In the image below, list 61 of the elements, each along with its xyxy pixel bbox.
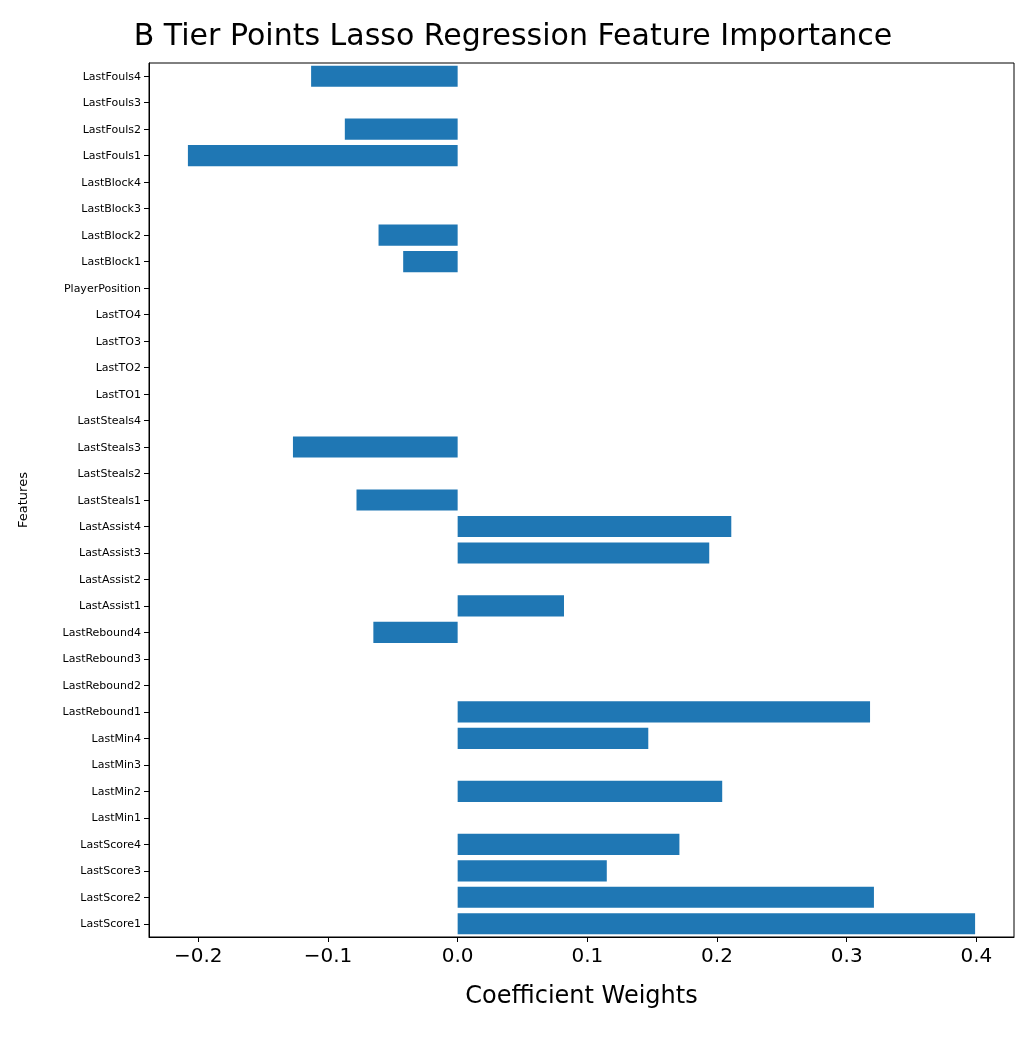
bar (457, 542, 710, 564)
bar (344, 118, 458, 140)
y-tick-label: LastScore3 (80, 864, 141, 878)
bar (457, 780, 723, 802)
y-tick-label: LastTO2 (95, 361, 141, 375)
bar (373, 621, 458, 644)
y-tick-label: LastBlock1 (81, 255, 141, 269)
y-tick-label: LastMin2 (91, 784, 141, 798)
y-tick-label: LastAssist1 (79, 599, 141, 613)
x-tick-label: −0.1 (303, 943, 353, 967)
y-tick-label: LastSteals4 (77, 414, 141, 428)
y-tick-label: LastSteals2 (77, 467, 141, 481)
bar (457, 595, 564, 617)
bar (457, 913, 976, 935)
bar (187, 145, 458, 167)
x-tick-label: 0.2 (701, 943, 733, 967)
y-tick-label: LastScore4 (80, 837, 141, 851)
bar (457, 701, 871, 723)
y-tick-label: LastTO3 (95, 334, 141, 348)
y-tick-label: LastBlock3 (81, 202, 141, 216)
bar (292, 436, 458, 458)
y-tick-label: LastSteals1 (77, 493, 141, 507)
y-axis-title: Features (15, 471, 30, 528)
y-tick-label: LastAssist2 (79, 572, 141, 586)
y-tick-label: LastScore1 (80, 917, 141, 931)
y-tick-label: LastMin4 (91, 731, 141, 745)
x-tick-label: 0.1 (571, 943, 604, 967)
bar (457, 860, 607, 882)
bar (457, 727, 649, 749)
bar (311, 65, 458, 87)
x-tick-label: 0.3 (830, 943, 863, 967)
bar (457, 886, 874, 908)
y-tick-label: LastScore2 (80, 890, 141, 904)
y-tick-label: LastFouls3 (82, 96, 141, 110)
y-tick-label: LastRebound3 (62, 652, 141, 666)
y-tick-label: LastRebound1 (62, 705, 141, 719)
bar (457, 515, 732, 538)
y-tick-label: LastSteals3 (77, 440, 141, 454)
x-tick-label: 0.4 (960, 943, 993, 967)
bar (356, 489, 458, 511)
bar (403, 251, 458, 273)
y-tick-label: LastTO4 (95, 308, 141, 322)
y-tick-label: LastFouls4 (82, 69, 141, 83)
bar (457, 833, 680, 855)
y-tick-label: LastBlock4 (81, 175, 141, 189)
y-tick-label: LastFouls2 (82, 122, 141, 136)
x-tick-label: −0.2 (173, 943, 223, 967)
y-tick-label: LastBlock2 (81, 228, 141, 242)
x-axis-title: Coefficient Weights (465, 981, 698, 1009)
y-tick-label: LastMin3 (91, 758, 141, 772)
y-tick-label: LastMin1 (91, 811, 141, 825)
y-tick-label: LastTO1 (95, 387, 141, 401)
y-tick-label: LastAssist4 (79, 519, 141, 533)
x-tick-label: 0.0 (441, 943, 474, 967)
chart-title: B Tier Points Lasso Regression Feature Importance (133, 16, 893, 52)
y-tick-label: LastFouls1 (82, 149, 141, 163)
y-tick-label: PlayerPosition (63, 281, 142, 295)
y-tick-label: LastRebound2 (62, 678, 141, 692)
y-tick-label: LastAssist3 (79, 546, 141, 560)
bar (378, 224, 458, 246)
y-tick-label: LastRebound4 (62, 625, 141, 639)
